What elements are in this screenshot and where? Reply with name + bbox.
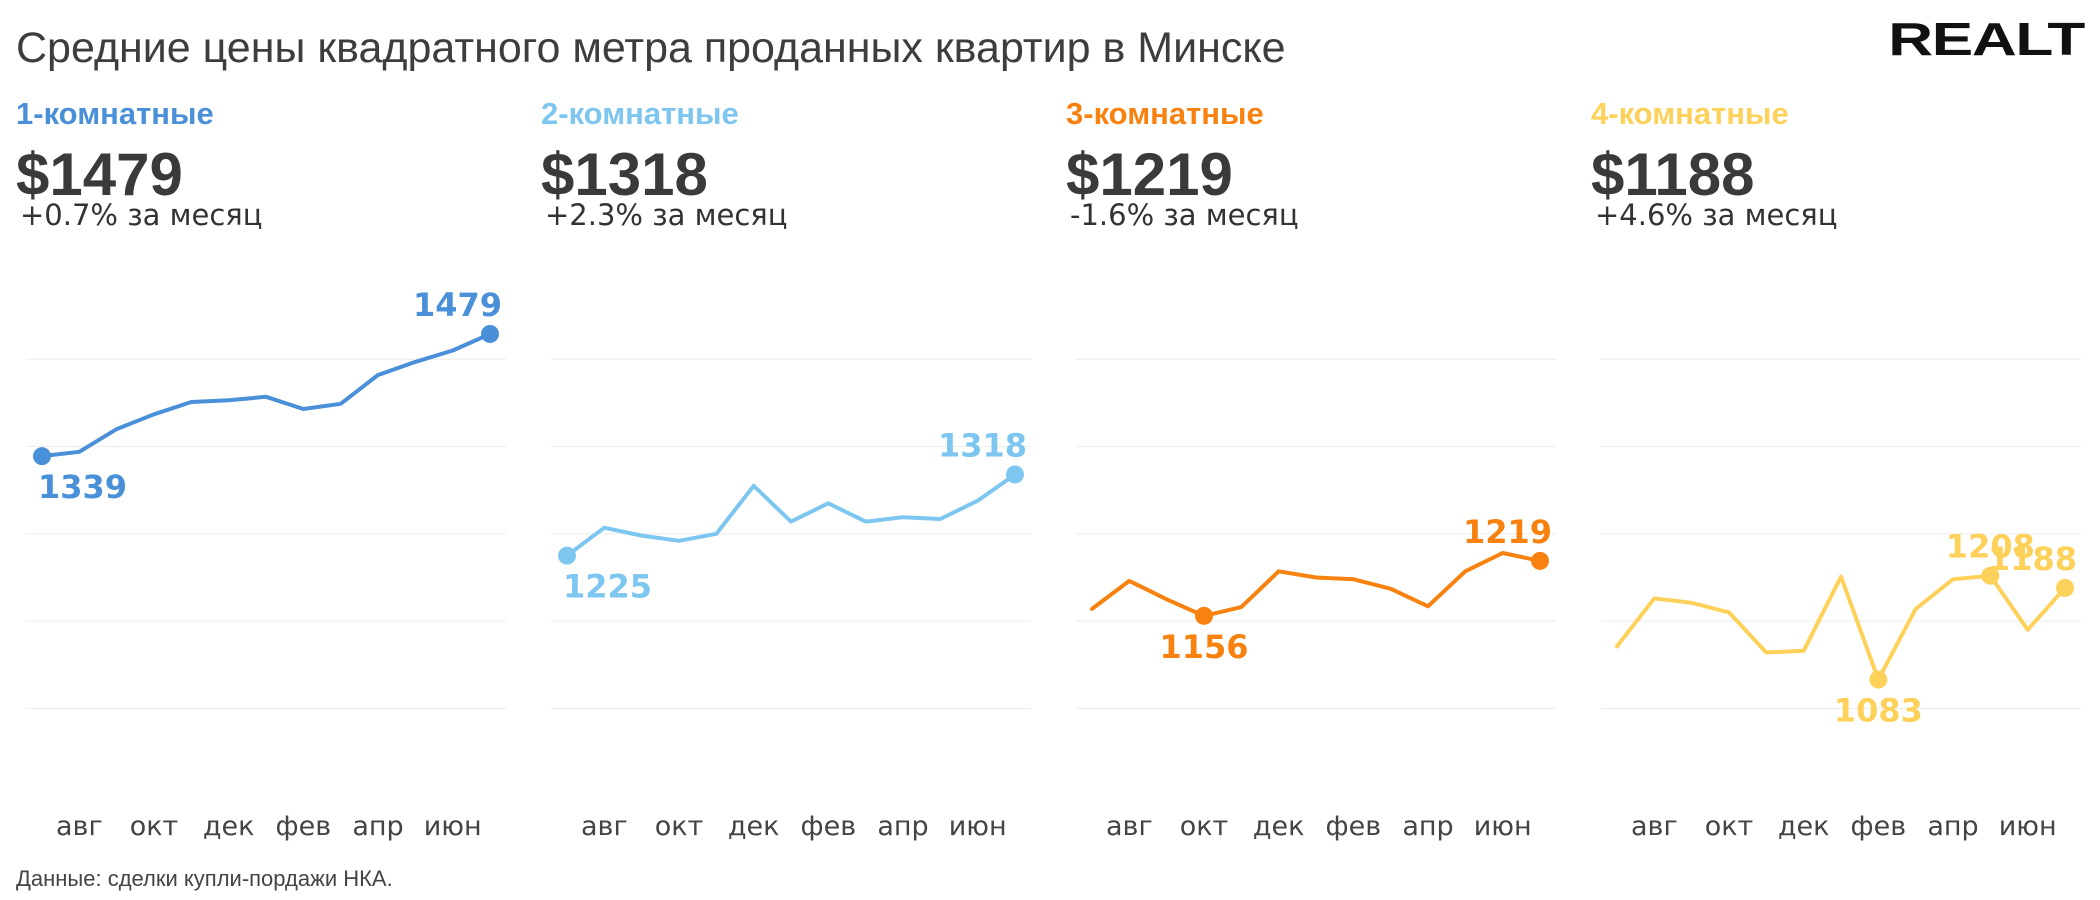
x-tick-label: апр	[352, 811, 403, 842]
x-tick-label: дек	[728, 811, 780, 842]
brand-logo: REALT	[1888, 13, 2085, 65]
panel-change: -1.6% за месяц	[1070, 198, 1299, 232]
panel-heading: 1-комнатные	[16, 96, 214, 131]
highlight-point	[558, 546, 576, 565]
highlight-point	[1195, 606, 1213, 625]
line-chart-3-room: 1156 1219 авг окт дек фев апр июн	[1076, 358, 1556, 842]
panel-1-room: 1-комнатные $1479 +0.7% за месяц 1339 147…	[16, 0, 541, 860]
data-label: 1188	[1988, 540, 2077, 578]
series-line	[1615, 573, 2067, 682]
x-tick-label: авг	[56, 811, 103, 842]
data-label: 1225	[563, 568, 652, 606]
page-title: Средние цены квадратного метра проданных…	[16, 24, 1286, 72]
x-tick-label: июн	[949, 811, 1007, 842]
line-chart-2-room: 1225 1318 авг окт дек фев апр июн	[551, 358, 1031, 842]
x-tick-label: фев	[276, 811, 332, 842]
x-tick-label: фев	[1851, 811, 1907, 842]
x-tick-label: июн	[1999, 811, 2057, 842]
x-tick-label: окт	[1180, 811, 1229, 842]
series-line	[1090, 551, 1542, 618]
x-tick-label: авг	[581, 811, 628, 842]
data-label: 1219	[1463, 513, 1552, 551]
series-line	[40, 332, 492, 459]
panel-price: $1318	[541, 141, 708, 208]
x-tick-label: окт	[655, 811, 704, 842]
x-tick-label: фев	[801, 811, 857, 842]
highlight-point	[481, 324, 499, 343]
panel-4-room: 4-комнатные $1188 +4.6% за месяц 1083 120…	[1591, 0, 2100, 860]
highlight-point	[1869, 670, 1888, 689]
x-tick-label: дек	[1778, 811, 1830, 842]
x-tick-label: июн	[1474, 811, 1532, 842]
panel-price: $1479	[16, 141, 183, 208]
data-label: 1339	[38, 468, 127, 506]
panel-heading: 4-комнатные	[1591, 96, 1789, 131]
x-tick-label: авг	[1631, 811, 1678, 842]
data-label: 1479	[413, 286, 502, 324]
series-line	[565, 472, 1017, 558]
x-tick-label: апр	[1402, 811, 1453, 842]
x-tick-label: апр	[877, 811, 928, 842]
x-tick-label: июн	[424, 811, 482, 842]
highlight-point	[1006, 465, 1024, 484]
panel-change: +4.6% за месяц	[1595, 198, 1838, 232]
data-label: 1083	[1834, 692, 1923, 730]
panel-change: +0.7% за месяц	[20, 198, 263, 232]
panel-2-room: 2-комнатные $1318 +2.3% за месяц 1225 131…	[541, 0, 1066, 860]
x-tick-label: дек	[203, 811, 255, 842]
panel-heading: 3-комнатные	[1066, 96, 1264, 131]
panel-price: $1188	[1591, 141, 1755, 208]
x-tick-label: фев	[1326, 811, 1382, 842]
data-label: 1318	[938, 426, 1027, 464]
panel-heading: 2-комнатные	[541, 96, 739, 131]
x-tick-label: апр	[1927, 811, 1978, 842]
x-tick-label: авг	[1106, 811, 1153, 842]
data-source-note: Данные: сделки купли-пордажи НКА.	[16, 866, 393, 891]
x-tick-label: окт	[1705, 811, 1754, 842]
x-tick-label: дек	[1253, 811, 1305, 842]
data-label: 1208	[1946, 528, 2035, 566]
highlight-point	[1981, 566, 2000, 585]
highlight-point	[33, 447, 51, 466]
x-tick-label: окт	[130, 811, 179, 842]
panel-change: +2.3% за месяц	[545, 198, 788, 232]
line-chart-1-room: 1339 1479 авг окт дек фев апр июн	[26, 286, 506, 842]
panel-3-room: 3-комнатные $1219 -1.6% за месяц 1156 121…	[1066, 0, 1591, 860]
highlight-point	[1531, 551, 1549, 570]
highlight-point	[2056, 578, 2074, 597]
data-label: 1156	[1159, 628, 1248, 666]
panel-price: $1219	[1066, 141, 1233, 208]
